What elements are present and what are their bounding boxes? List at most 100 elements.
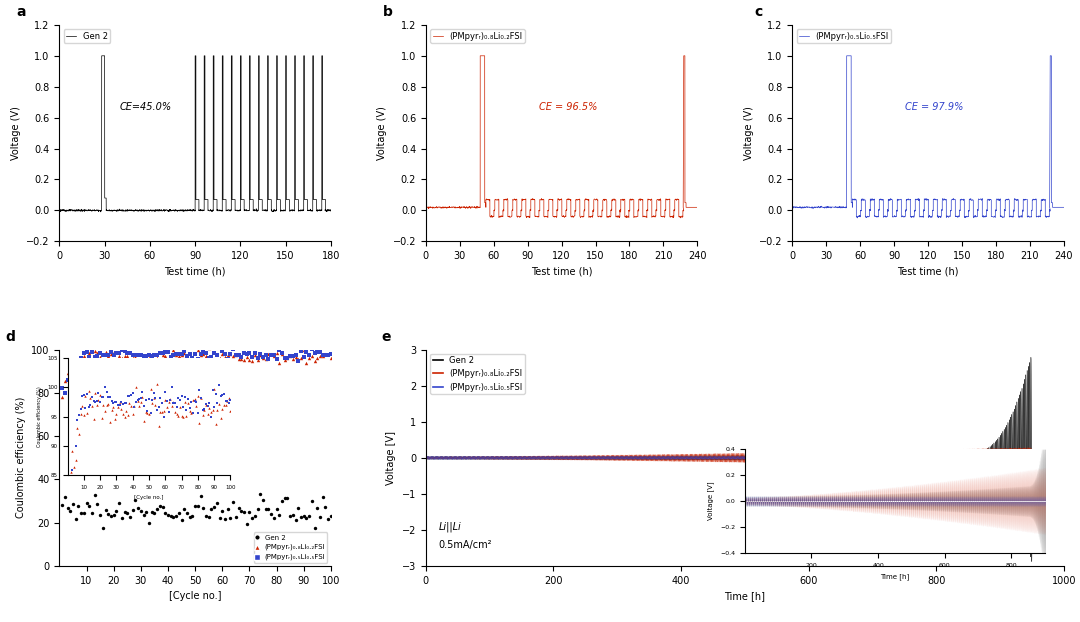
Point [103, 350, 120, 360]
Point [255, 352, 272, 362]
Point [137, 350, 154, 360]
Point [59, 503, 77, 513]
Text: a: a [16, 5, 26, 19]
Point [268, 348, 285, 358]
Point [124, 353, 141, 363]
Point [273, 348, 291, 358]
Point [219, 354, 237, 364]
Point [110, 351, 127, 361]
Point [189, 354, 206, 364]
Point [184, 511, 201, 521]
Point [135, 351, 152, 361]
Point [110, 498, 127, 508]
Point [295, 345, 312, 355]
Point [126, 495, 144, 505]
Point [241, 355, 258, 365]
Point [171, 351, 188, 361]
Point [203, 359, 220, 369]
Point [92, 348, 109, 358]
Point [205, 348, 222, 358]
Point [306, 348, 323, 358]
Point [309, 353, 326, 363]
Point [262, 509, 280, 519]
X-axis label: Test time (h): Test time (h) [164, 267, 226, 277]
Text: e: e [381, 330, 391, 344]
Point [221, 350, 239, 360]
Point [211, 513, 228, 522]
Point [171, 349, 188, 359]
Y-axis label: Voltage (V): Voltage (V) [377, 106, 387, 160]
Point [238, 519, 255, 529]
Point [130, 350, 147, 360]
Point [316, 350, 334, 360]
Point [108, 506, 125, 516]
Point [216, 350, 233, 360]
Point [140, 350, 158, 360]
Point [99, 351, 117, 361]
Point [72, 508, 90, 518]
Point [178, 508, 195, 518]
Point [56, 492, 73, 502]
Point [266, 351, 283, 361]
Point [320, 514, 337, 524]
Point [157, 351, 174, 361]
Point [171, 508, 188, 518]
Point [83, 508, 100, 518]
Point [192, 491, 210, 501]
Point [176, 348, 193, 358]
Point [184, 353, 201, 363]
Point [143, 355, 160, 364]
Point [86, 490, 104, 500]
Point [54, 383, 71, 393]
Point [227, 350, 244, 360]
Point [89, 351, 106, 361]
Point [148, 350, 165, 360]
Point [154, 350, 172, 360]
Point [81, 352, 98, 362]
Point [56, 376, 73, 386]
Point [143, 508, 160, 518]
Point [119, 351, 136, 361]
Point [167, 350, 185, 360]
Point [203, 504, 220, 514]
Point [113, 513, 131, 523]
Point [154, 348, 172, 358]
Point [162, 511, 179, 521]
Point [146, 355, 163, 365]
Point [214, 506, 231, 516]
Point [241, 348, 258, 358]
Point [194, 348, 212, 358]
Point [124, 350, 141, 360]
Point [198, 351, 215, 361]
Point [205, 502, 222, 512]
Point [322, 353, 339, 363]
Point [271, 345, 288, 355]
Point [205, 354, 222, 364]
Point [121, 513, 138, 522]
Point [284, 355, 301, 364]
Point [211, 353, 228, 363]
Point [279, 353, 296, 363]
Point [225, 351, 242, 361]
Point [271, 358, 288, 368]
Point [287, 352, 305, 362]
Point [165, 350, 183, 360]
Point [105, 347, 122, 357]
Point [293, 353, 310, 363]
Point [279, 493, 296, 503]
Point [260, 504, 278, 514]
Point [181, 353, 199, 363]
Point [173, 350, 190, 360]
Point [173, 515, 190, 525]
Point [252, 490, 269, 499]
Point [214, 349, 231, 359]
Point [203, 352, 220, 362]
Point [227, 350, 244, 360]
Point [105, 350, 122, 360]
Text: d: d [5, 330, 15, 344]
Point [181, 350, 199, 360]
Point [76, 351, 93, 361]
Point [130, 503, 147, 513]
Point [126, 352, 144, 362]
Point [189, 345, 206, 355]
